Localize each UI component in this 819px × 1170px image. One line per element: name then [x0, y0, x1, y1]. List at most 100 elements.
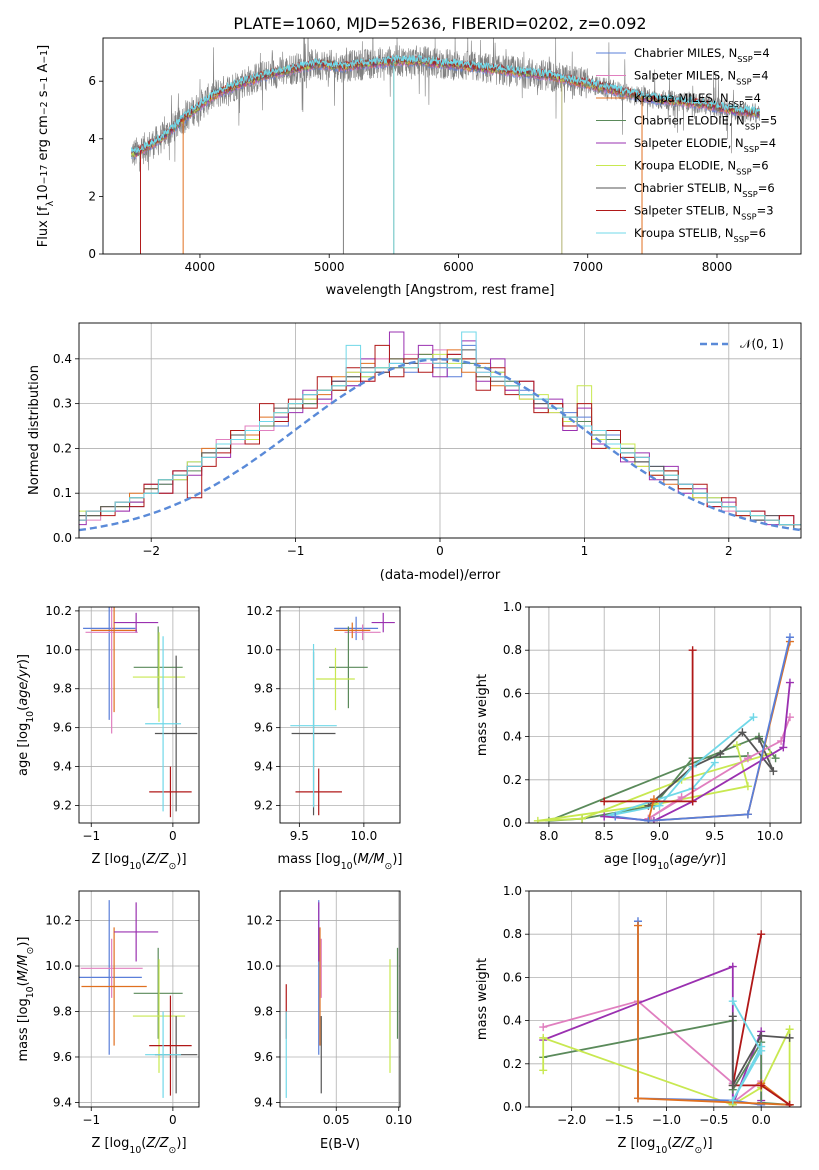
- y-tick-label: 0.3: [53, 397, 72, 411]
- weight-marker: [779, 743, 788, 752]
- y-tick-label: 9.2: [254, 798, 273, 812]
- y-tick-label: 10.0: [45, 643, 72, 657]
- x-tick-label: 8.5: [595, 829, 614, 843]
- y-tick-label: 9.2: [53, 798, 72, 812]
- y-axis-label: Normed distribution: [27, 365, 42, 495]
- weight-marker: [749, 713, 758, 722]
- x-tick-label: 8.0: [539, 829, 558, 843]
- weight-marker: [757, 1100, 766, 1107]
- x-axis-label: (data-model)/error: [380, 568, 501, 583]
- weight-marker: [785, 678, 794, 687]
- y-tick-label: 6: [88, 74, 96, 88]
- weight-marker: [539, 1023, 548, 1032]
- y-tick-label: 0.0: [503, 816, 522, 830]
- x-tick-label: 1: [581, 544, 589, 558]
- weight-marker: [757, 1031, 766, 1040]
- y-tick-label: 0.2: [53, 441, 72, 455]
- weight-marker: [754, 734, 763, 743]
- gaussian-reference-line: [79, 358, 801, 532]
- error-bar-point: [329, 626, 368, 709]
- error-bar-point: [344, 624, 381, 641]
- weight-marker: [533, 816, 542, 823]
- error-bar-point: [334, 622, 371, 639]
- y-tick-label: 1.0: [503, 600, 522, 614]
- y-tick-label: 9.6: [53, 1050, 72, 1064]
- weight-line: [603, 716, 755, 818]
- y-tick-label: 10.0: [45, 959, 72, 973]
- weight-marker: [655, 801, 664, 810]
- legend-label: Salpeter STELIB, NSSP=3: [634, 204, 774, 222]
- error-bar-point: [316, 647, 355, 711]
- legend-label: Salpeter ELODIE, NSSP=4: [634, 136, 776, 154]
- axes-age_vs_Z: −1 0 9.2 9.4 9.6 9.8 10.0 10.2 Z [log10(Z/Z⊙)] ag…: [16, 604, 200, 872]
- y-tick-label: 9.4: [254, 760, 273, 774]
- x-tick-label: −1: [82, 829, 100, 843]
- error-bar-point: [132, 959, 186, 1073]
- y-tick-label: 10.2: [45, 914, 72, 928]
- legend: Chabrier MILES, NSSP=4 Salpeter MILES, NS…: [596, 46, 777, 244]
- weight-marker: [785, 1033, 794, 1042]
- x-tick-label: 2: [725, 544, 733, 558]
- x-axis-label: wavelength [Angstrom, rest frame]: [326, 283, 555, 298]
- error-bar-point: [114, 902, 159, 962]
- y-tick-label: 0.1: [53, 486, 72, 500]
- legend-label: 𝒩(0, 1): [740, 337, 784, 351]
- y-tick-label: 0.4: [503, 1014, 522, 1028]
- y-tick-label: 0.6: [503, 970, 522, 984]
- weight-marker: [785, 633, 794, 642]
- axes-spectrum: 4000 5000 6000 7000 8000 0 2 4 6 wavelength [Angs…: [36, 37, 802, 298]
- x-tick-label: −1: [287, 544, 305, 558]
- weight-line: [637, 925, 793, 1106]
- error-bar-point: [154, 655, 198, 812]
- y-tick-label: 9.4: [53, 1095, 72, 1109]
- y-tick-label: 0.0: [503, 1100, 522, 1114]
- plot-area: [285, 900, 399, 1098]
- model-spectrum-line: [130, 54, 761, 154]
- error-bar-point: [290, 643, 337, 808]
- weight-marker: [743, 754, 752, 763]
- plot-area: [290, 612, 395, 816]
- y-tick-label: 9.8: [53, 682, 72, 696]
- y-axis-label: Flux [fλ10−17 erg cm−2 s−1 A−1]: [36, 45, 56, 247]
- y-tick-label: 9.6: [53, 721, 72, 735]
- x-axis-label: Z [log10(Z/Z⊙)]: [91, 852, 186, 872]
- weight-line: [548, 735, 777, 822]
- weight-marker: [771, 754, 780, 763]
- weight-line: [731, 934, 791, 1106]
- error-bar-point: [114, 612, 159, 633]
- plot-area: [83, 607, 198, 818]
- error-bar-point: [85, 607, 138, 734]
- x-tick-label: 0.05: [323, 1113, 350, 1127]
- weight-marker: [578, 814, 587, 823]
- error-bar-point: [371, 612, 395, 633]
- axes-mass_vs_ebv: 0.05 0.10 9.4 9.6 9.8 10.0 10.2 E(B-V): [246, 890, 412, 1152]
- y-tick-label: 9.4: [254, 1095, 273, 1109]
- axes-frame: [528, 890, 802, 1108]
- weight-marker: [757, 1081, 766, 1090]
- x-tick-label: −2.0: [557, 1113, 586, 1127]
- x-tick-label: 10.0: [757, 829, 784, 843]
- x-tick-label: 6000: [443, 260, 474, 274]
- weight-marker: [716, 749, 725, 758]
- weight-marker: [728, 1081, 737, 1090]
- y-tick-label: 9.8: [254, 1005, 273, 1019]
- x-axis-label: age [log10(age/yr)]: [604, 852, 726, 872]
- error-bar-point: [79, 900, 142, 1055]
- axes-weight_vs_Z: −2.0 −1.5 −1.0 −0.5 0.0 0.0 0.2 0.4 0.6 0.8 1.0 Z […: [475, 884, 802, 1156]
- x-tick-label: −1: [82, 1113, 100, 1127]
- x-tick-label: 0: [169, 1113, 177, 1127]
- x-tick-label: 9.0: [650, 829, 669, 843]
- y-tick-label: 2: [88, 189, 96, 203]
- y-tick-label: 0.8: [503, 927, 522, 941]
- x-tick-label: −1.5: [604, 1113, 633, 1127]
- x-axis-label: Z [log10(Z/Z⊙)]: [91, 1136, 186, 1156]
- plot-area: [533, 633, 794, 823]
- x-tick-label: 9.5: [705, 829, 724, 843]
- x-tick-label: 9.5: [290, 829, 309, 843]
- axes-residuals: −2 −1 0 1 2 0.0 0.1 0.2 0.3 0.4 𝒩(0, 1) (data-model…: [27, 322, 802, 583]
- y-tick-label: 0.4: [53, 352, 72, 366]
- y-tick-label: 9.6: [254, 721, 273, 735]
- legend-label: Kroupa ELODIE, NSSP=6: [634, 159, 769, 177]
- y-tick-label: 9.8: [53, 1005, 72, 1019]
